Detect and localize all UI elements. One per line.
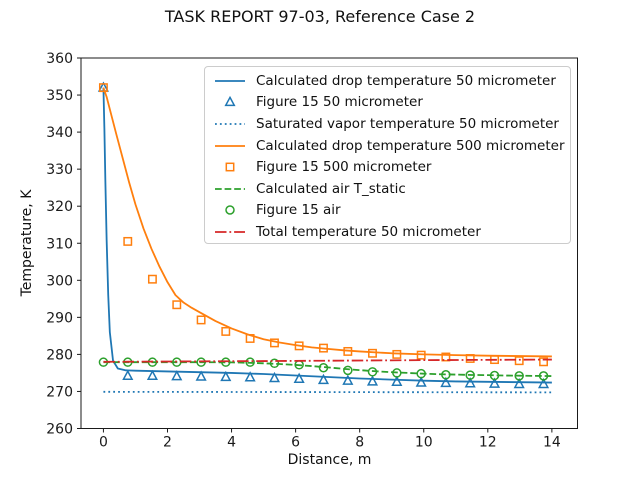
y-tick-label: 280 [46,347,73,363]
y-tick-label: 360 [46,51,73,67]
legend-label: Saturated vapor temperature 50 micromete… [256,115,559,132]
series-calculated-drop-temperature-50-micrometer [102,87,552,384]
legend-handle-triangle-marker-icon [224,96,236,107]
legend-row-total-temperature-50-micrometer: Total temperature 50 micrometer [214,221,562,243]
y-tick-label: 300 [46,273,73,289]
y-tick-label: 340 [46,125,73,141]
legend-handle-dotted-line-icon [215,123,245,125]
x-tick-label: 4 [227,435,236,451]
legend-handle-solid-line-icon [215,79,245,82]
legend-row-figure-15-500-micrometer: Figure 15 500 micrometer [214,156,562,178]
y-tick-label: 320 [46,199,73,215]
legend-label: Calculated drop temperature 50 micromete… [256,72,556,89]
y-tick-label: 260 [46,422,73,438]
x-tick-label: 12 [479,435,497,451]
x-tick-label: 0 [99,435,108,451]
legend-handle-solid-line-icon [215,144,245,147]
legend-handle-circle-marker-icon [225,205,235,216]
legend-row-calculated-air-t-static: Calculated air T_static [214,178,562,200]
y-tick-label: 310 [46,236,73,252]
series-calculated-drop-temperature-500-micrometer [102,87,552,358]
x-tick-label: 2 [163,435,172,451]
series-figure-15-air [98,357,549,381]
series-saturated-vapor-temperature-50-micrometer [103,390,552,394]
y-tick-label: 270 [46,384,73,400]
series-figure-15-50-micrometer [97,81,550,389]
legend: Calculated drop temperature 50 micromete… [204,66,571,244]
legend-row-figure-15-air: Figure 15 air [214,200,562,222]
legend-handle-dashdot-line-icon [215,231,245,233]
legend-row-saturated-vapor-temperature-50-micrometer: Saturated vapor temperature 50 micromete… [214,113,562,135]
legend-handle-dashed-line-icon [215,187,245,190]
legend-label: Calculated drop temperature 500 micromet… [256,137,565,154]
x-tick-label: 14 [543,435,561,451]
x-axis-label: Distance, m [287,452,372,468]
x-tick-label: 6 [291,435,300,451]
legend-row-calculated-drop-temperature-500-micrometer: Calculated drop temperature 500 micromet… [214,135,565,157]
series-calculated-air-t-static [103,361,552,377]
series-total-temperature-50-micrometer [103,358,552,363]
legend-label: Figure 15 50 micrometer [256,94,423,111]
y-tick-label: 290 [46,310,73,326]
y-axis-label: Temperature, K [19,189,35,297]
legend-label: Total temperature 50 micrometer [256,223,481,240]
legend-label: Calculated air T_static [256,180,406,197]
legend-label: Figure 15 air [256,202,341,219]
legend-row-figure-15-50-micrometer: Figure 15 50 micrometer [214,92,562,114]
legend-handle-square-marker-icon [225,162,235,172]
x-tick-label: 10 [415,435,433,451]
figure-title: TASK REPORT 97-03, Reference Case 2 [164,7,476,26]
y-tick-label: 330 [46,162,73,178]
x-tick-label: 8 [355,435,364,451]
legend-label: Figure 15 500 micrometer [256,159,432,176]
legend-row-calculated-drop-temperature-50-micrometer: Calculated drop temperature 50 micromete… [214,70,562,92]
axis-ticks: 0 2 4 6 8 10 12 14 260 270 280 290 300 310 320 330 340 35… [46,51,561,451]
y-tick-label: 350 [46,88,73,104]
